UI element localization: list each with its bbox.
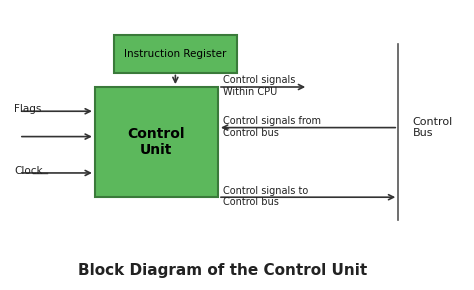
Text: Block Diagram of the Control Unit: Block Diagram of the Control Unit [78,263,367,278]
Text: Instruction Register: Instruction Register [124,49,227,59]
Text: Control
Unit: Control Unit [128,127,185,157]
FancyBboxPatch shape [114,35,237,72]
Text: Control signals to
Control bus: Control signals to Control bus [223,186,308,207]
Text: Control
Bus: Control Bus [412,117,453,138]
Text: Control signals from
Control bus: Control signals from Control bus [223,116,321,137]
Text: Clock: Clock [14,166,43,176]
FancyBboxPatch shape [95,87,218,197]
Text: Control signals
Within CPU: Control signals Within CPU [223,75,295,97]
Text: Flags: Flags [14,104,42,114]
